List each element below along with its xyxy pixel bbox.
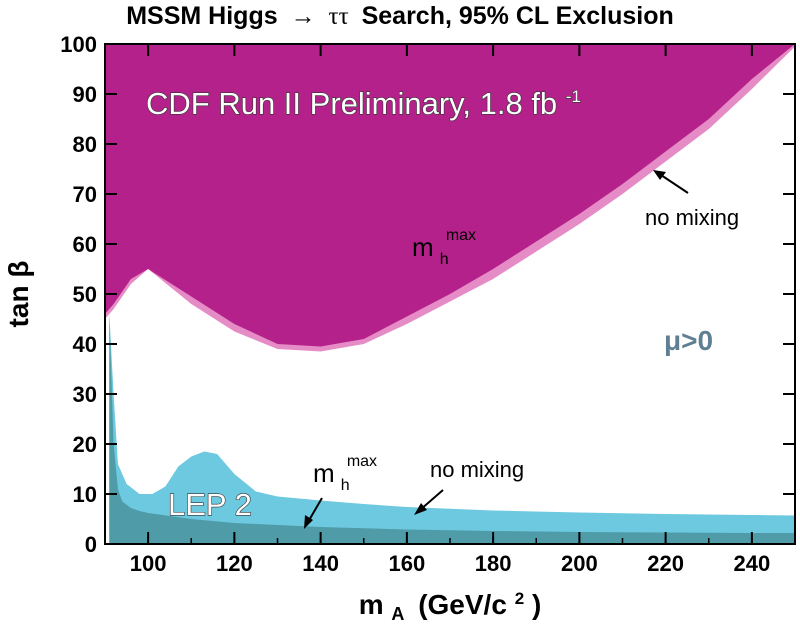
lep-mhmax-region	[109, 314, 795, 544]
lep-mhmax-arrowhead	[304, 515, 313, 529]
x-tick-label: 140	[302, 551, 339, 576]
y-tick-label: 20	[73, 432, 97, 457]
y-tick-label: 80	[73, 132, 97, 157]
cdf-mhmax-main: m	[412, 232, 434, 262]
cdf-mhmax-label: m h max	[412, 227, 476, 269]
y-tick-label: 40	[73, 332, 97, 357]
lep-mhmax-sup: max	[347, 453, 377, 470]
y-axis-label: tan β	[3, 261, 34, 328]
cdf-mhmax-sub: h	[440, 251, 449, 268]
axis-ticks: 100 120 140 160 180 200 220 240 0 10 20 30 40 50 60 70 8…	[60, 32, 796, 576]
x-tick-label: 240	[734, 551, 771, 576]
x-tick-label: 200	[561, 551, 598, 576]
lep-nomix-arrowhead	[414, 503, 427, 515]
title-arrow: →	[291, 2, 316, 30]
x-tick-label: 120	[216, 551, 253, 576]
y-tick-label: 50	[73, 282, 97, 307]
lep-nomix-label: no mixing	[430, 457, 524, 482]
y-tick-label: 60	[73, 232, 97, 257]
lep-mhmax-main: m	[313, 458, 335, 488]
x-label-units: (GeV/c	[418, 589, 507, 620]
experiment-sup: -1	[566, 87, 581, 106]
cdf-nomix-label: no mixing	[645, 205, 739, 230]
cdf-mhmax-sup: max	[446, 227, 476, 244]
title-suffix: Search, 95% CL Exclusion	[362, 2, 674, 30]
experiment-text: CDF Run II Preliminary, 1.8 fb	[146, 86, 557, 121]
cdf-nomix-arrowhead	[653, 170, 666, 180]
title-prefix: MSSM Higgs	[126, 2, 277, 30]
x-axis-label: m A (GeV/c 2 )	[359, 579, 542, 626]
lep-mhmax-arrow	[307, 497, 323, 523]
x-label-main: m	[359, 589, 384, 620]
title-mid: ττ	[329, 3, 349, 30]
y-tick-label: 10	[73, 482, 97, 507]
y-tick-label: 90	[73, 82, 97, 107]
exclusion-regions	[105, 44, 795, 544]
cdf-nomix-arrow	[657, 172, 689, 194]
lep-mhmax-sub: h	[341, 477, 350, 494]
y-tick-label: 70	[73, 182, 97, 207]
x-label-sub: A	[391, 604, 404, 624]
lep-mhmax-label: m h max	[313, 453, 377, 495]
x-tick-label: 160	[389, 551, 426, 576]
experiment-label: CDF Run II Preliminary, 1.8 fb -1	[146, 86, 581, 121]
y-tick-label: 0	[85, 532, 97, 557]
x-tick-label: 100	[130, 551, 167, 576]
x-label-sup: 2	[515, 589, 524, 608]
chart-title: MSSM Higgs → ττ Search, 95% CL Exclusion	[126, 2, 674, 30]
x-label-close: )	[532, 589, 541, 620]
x-tick-label: 180	[475, 551, 512, 576]
lep-label: LEP 2	[168, 487, 252, 522]
cdf-mhmax-region	[105, 44, 795, 347]
y-tick-label: 100	[60, 32, 97, 57]
x-tick-label: 220	[647, 551, 684, 576]
mu-label: μ>0	[664, 325, 713, 356]
y-tick-label: 30	[73, 382, 97, 407]
